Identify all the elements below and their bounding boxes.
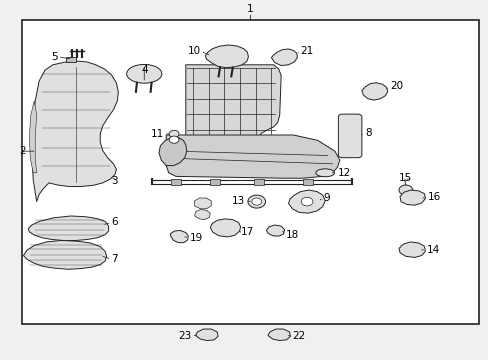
Polygon shape: [170, 230, 188, 243]
Polygon shape: [32, 61, 118, 202]
Text: 2: 2: [20, 146, 26, 156]
Polygon shape: [194, 198, 211, 209]
Polygon shape: [28, 216, 108, 240]
Polygon shape: [194, 210, 210, 220]
Polygon shape: [185, 65, 281, 137]
Text: 11: 11: [150, 129, 163, 139]
Bar: [66, 57, 76, 62]
Bar: [210, 179, 220, 185]
Polygon shape: [398, 242, 425, 257]
Polygon shape: [210, 219, 240, 237]
Circle shape: [301, 197, 312, 206]
Polygon shape: [195, 329, 218, 341]
Text: 15: 15: [398, 173, 411, 183]
Polygon shape: [166, 135, 339, 178]
Ellipse shape: [126, 64, 162, 83]
Text: 20: 20: [389, 81, 403, 91]
Text: 7: 7: [111, 254, 118, 264]
Polygon shape: [361, 83, 387, 100]
Polygon shape: [159, 138, 186, 166]
Circle shape: [169, 136, 179, 143]
Polygon shape: [266, 225, 284, 236]
Text: 8: 8: [364, 128, 371, 138]
Circle shape: [398, 185, 412, 195]
Polygon shape: [205, 45, 248, 68]
Polygon shape: [271, 49, 297, 66]
Text: 4: 4: [141, 65, 147, 75]
Text: 18: 18: [285, 230, 298, 240]
Text: 19: 19: [189, 233, 203, 243]
Circle shape: [247, 195, 265, 208]
Text: 10: 10: [187, 46, 200, 56]
Polygon shape: [29, 101, 37, 173]
Text: 5: 5: [51, 52, 58, 62]
Bar: [254, 179, 264, 185]
Ellipse shape: [315, 169, 334, 177]
Polygon shape: [23, 240, 106, 269]
Text: 12: 12: [337, 168, 350, 178]
Circle shape: [169, 130, 179, 138]
Bar: [171, 179, 181, 185]
Text: 9: 9: [323, 193, 330, 203]
Text: 21: 21: [300, 46, 313, 56]
Text: 16: 16: [427, 192, 440, 202]
Polygon shape: [399, 190, 425, 205]
Circle shape: [251, 198, 261, 205]
Text: 1: 1: [246, 4, 253, 14]
Bar: [303, 179, 312, 185]
Text: 13: 13: [232, 196, 245, 206]
Text: 22: 22: [292, 330, 305, 341]
FancyBboxPatch shape: [338, 114, 361, 158]
Text: 23: 23: [178, 330, 191, 341]
Text: 17: 17: [240, 227, 253, 237]
Polygon shape: [288, 190, 325, 213]
Bar: [22, 20, 478, 324]
Text: 3: 3: [110, 176, 117, 186]
Polygon shape: [267, 329, 290, 341]
Text: 6: 6: [111, 217, 118, 228]
Text: 14: 14: [426, 245, 439, 255]
